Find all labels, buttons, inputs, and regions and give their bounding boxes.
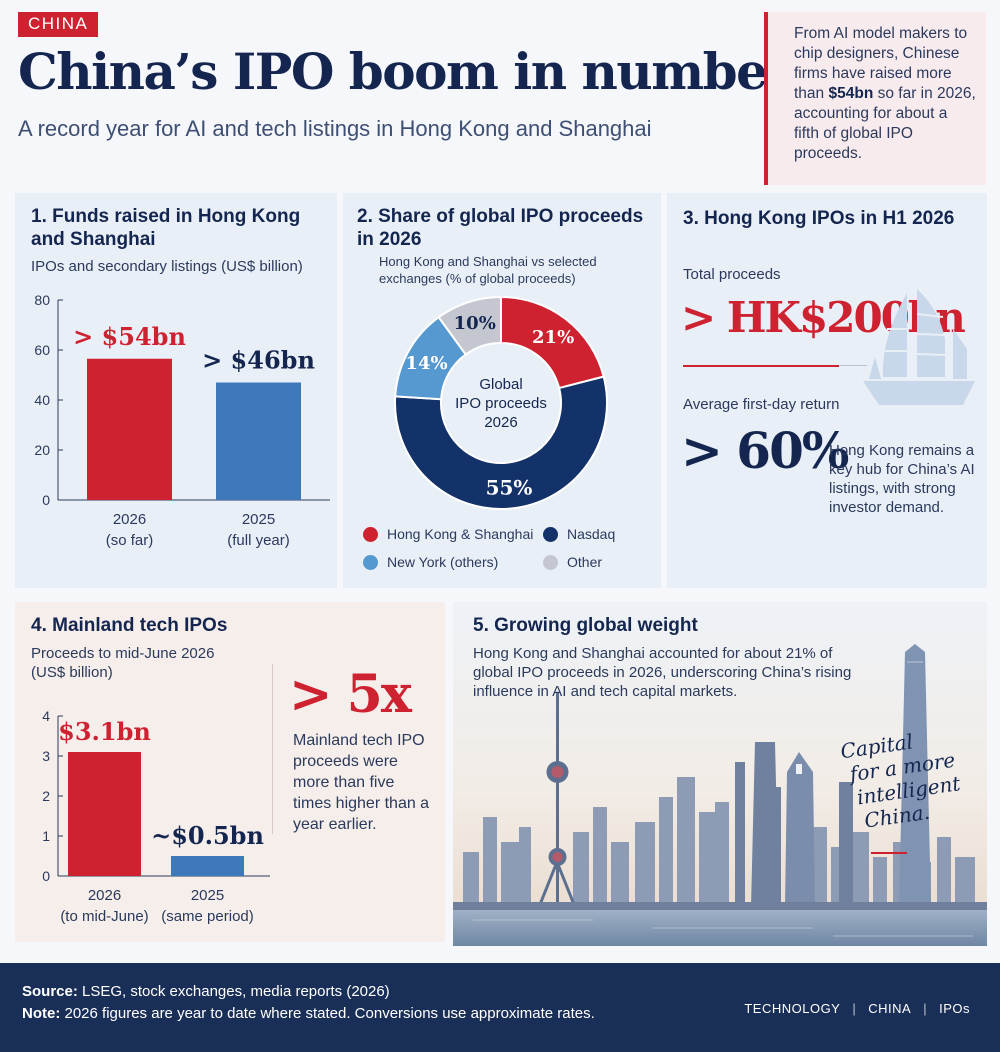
x-category-label: 2026	[88, 887, 121, 904]
panel2-title: 2. Share of global IPO proceeds in 2026	[357, 206, 644, 250]
junk-boat-icon	[863, 289, 975, 405]
bar-2025	[171, 856, 244, 876]
page-title: China’s IPO boom in numbers	[18, 42, 819, 101]
tag-separator: |	[852, 1001, 857, 1016]
y-tick-label: 1	[42, 828, 50, 844]
legend-label: Other	[567, 554, 603, 570]
y-tick-label: 80	[34, 292, 50, 308]
donut-slice-label: 21%	[532, 327, 574, 348]
bar-data-label: > $46bn	[202, 346, 315, 375]
legend-item: New York (others)	[363, 554, 498, 570]
source-label: Source:	[22, 983, 78, 1000]
x-category-label: (same period)	[161, 908, 254, 925]
panel4-title: 4. Mainland tech IPOs	[31, 615, 228, 636]
y-tick-label: 0	[42, 492, 50, 508]
intro-box: From AI model makers to chip designers, …	[764, 12, 986, 185]
panel-global-weight: 5. Growing global weight Hong Kong and S…	[453, 602, 987, 946]
donut-slice-label: 14%	[405, 353, 447, 374]
panel-hong-kong-ipos: 3. Hong Kong IPOs in H1 2026 Total proce…	[667, 193, 987, 588]
x-category-label: (to mid-June)	[60, 908, 148, 925]
source-text: LSEG, stock exchanges, media reports (20…	[77, 983, 390, 1000]
note-label: Note:	[22, 1005, 61, 1022]
legend-label: Hong Kong & Shanghai	[387, 526, 534, 542]
intro-text-post: so far in 2026, accounting for about a f…	[794, 85, 976, 162]
x-category-label: 2025	[191, 887, 224, 904]
mainland-bar-chart: 0 1 2 3 4 $3.1bn 2026 (to mid-June) ~$0.5bn 2025 (…	[42, 708, 270, 925]
section-tag: CHINA	[18, 12, 99, 37]
bar-2026	[68, 752, 141, 876]
panel1-title: 1. Funds raised in Hong Kong and Shangha…	[31, 206, 301, 250]
y-tick-label: 40	[34, 392, 50, 408]
mainland-note: Mainland tech IPO proceeds were more tha…	[293, 732, 430, 833]
tagline: Capital for a more intelligent China.	[839, 721, 981, 834]
divider-line	[683, 365, 839, 367]
panel2-subtitle: Hong Kong and Shanghai vs selected excha…	[379, 254, 597, 286]
legend-swatch	[363, 554, 378, 570]
bar-data-label: $3.1bn	[58, 717, 151, 746]
legend-label: Nasdaq	[567, 526, 616, 542]
legend-label: New York (others)	[387, 554, 499, 570]
tagline-underline	[871, 852, 907, 854]
vertical-divider	[272, 664, 273, 834]
donut-slice-3	[437, 295, 502, 356]
donut-center-label: 2026	[484, 414, 517, 431]
y-tick-label: 0	[42, 868, 50, 884]
y-tick-label: 2	[42, 788, 50, 804]
donut-slice-label: 55%	[486, 476, 533, 500]
legend-swatch	[543, 554, 558, 570]
legend-swatch	[363, 526, 378, 542]
tag-separator: |	[923, 1001, 928, 1016]
return-value: > 60%	[681, 421, 849, 480]
bar-2025	[216, 382, 301, 500]
footer-tag-ipos[interactable]: IPOs	[939, 1001, 970, 1016]
shanghai-skyline-illustration	[453, 602, 987, 946]
donut-slice-label: 10%	[454, 313, 496, 334]
panel-global-share: 2. Share of global IPO proceeds in 2026 …	[343, 193, 661, 588]
bar-data-label: ~$0.5bn	[151, 821, 264, 850]
y-tick-label: 20	[34, 442, 50, 458]
intro-text-bold: $54bn	[828, 85, 874, 102]
bar-2026	[87, 358, 172, 500]
page-subtitle: A record year for AI and tech listings i…	[18, 116, 652, 141]
donut-center-label: IPO proceeds	[455, 395, 547, 412]
donut-slice-1	[394, 375, 608, 510]
note-text: 2026 figures are year to date where stat…	[60, 1005, 595, 1022]
panel5-body: Hong Kong and Shanghai accounted for abo…	[473, 645, 852, 700]
global-share-donut-chart: 21% 55% 14% 10% Global IPO proceeds 2026	[394, 295, 608, 510]
panel4-subtitle: Proceeds to mid-June 2026 (US$ billion)	[31, 645, 215, 681]
divider-line-grey	[839, 365, 867, 366]
return-label: Average first-day return	[683, 396, 840, 413]
multiple-value: > 5x	[289, 664, 412, 725]
footer-source: Source: LSEG, stock exchanges, media rep…	[22, 981, 595, 1025]
footer: Source: LSEG, stock exchanges, media rep…	[0, 963, 1000, 1052]
funds-bar-chart: 0 20 40 60 80 > $54bn 2026 (so far) > $46bn 2025 (…	[34, 292, 330, 549]
bar-data-label: > $54bn	[73, 322, 186, 351]
legend-item: Nasdaq	[543, 526, 615, 542]
y-tick-label: 60	[34, 342, 50, 358]
y-tick-label: 3	[42, 748, 50, 764]
intro-text-pre: From AI model makers to chip designers, …	[794, 25, 968, 102]
footer-tags: TECHNOLOGY | CHINA | IPOs	[744, 1001, 970, 1016]
legend-item: Other	[543, 554, 602, 570]
panel1-subtitle: IPOs and secondary listings (US$ billion…	[31, 258, 303, 275]
proceeds-label: Total proceeds	[683, 266, 781, 283]
x-category-label: 2025	[242, 511, 275, 528]
footer-tag-technology[interactable]: TECHNOLOGY	[744, 1001, 841, 1016]
x-category-label: (so far)	[106, 532, 154, 549]
hong-kong-note: Hong Kong remains a key hub for China’s …	[829, 442, 975, 516]
footer-tag-china[interactable]: CHINA	[868, 1001, 912, 1016]
legend-item: Hong Kong & Shanghai	[363, 526, 533, 542]
legend-swatch	[543, 526, 558, 542]
panel-funds-raised: 1. Funds raised in Hong Kong and Shangha…	[15, 193, 337, 588]
x-category-label: 2026	[113, 511, 146, 528]
x-category-label: (full year)	[227, 532, 290, 549]
panel5-title: 5. Growing global weight	[473, 615, 698, 636]
donut-center-label: Global	[479, 376, 522, 393]
panel-mainland-tech: 4. Mainland tech IPOs Proceeds to mid-Ju…	[15, 602, 445, 942]
panel3-title: 3. Hong Kong IPOs in H1 2026	[683, 208, 955, 229]
y-tick-label: 4	[42, 708, 50, 724]
